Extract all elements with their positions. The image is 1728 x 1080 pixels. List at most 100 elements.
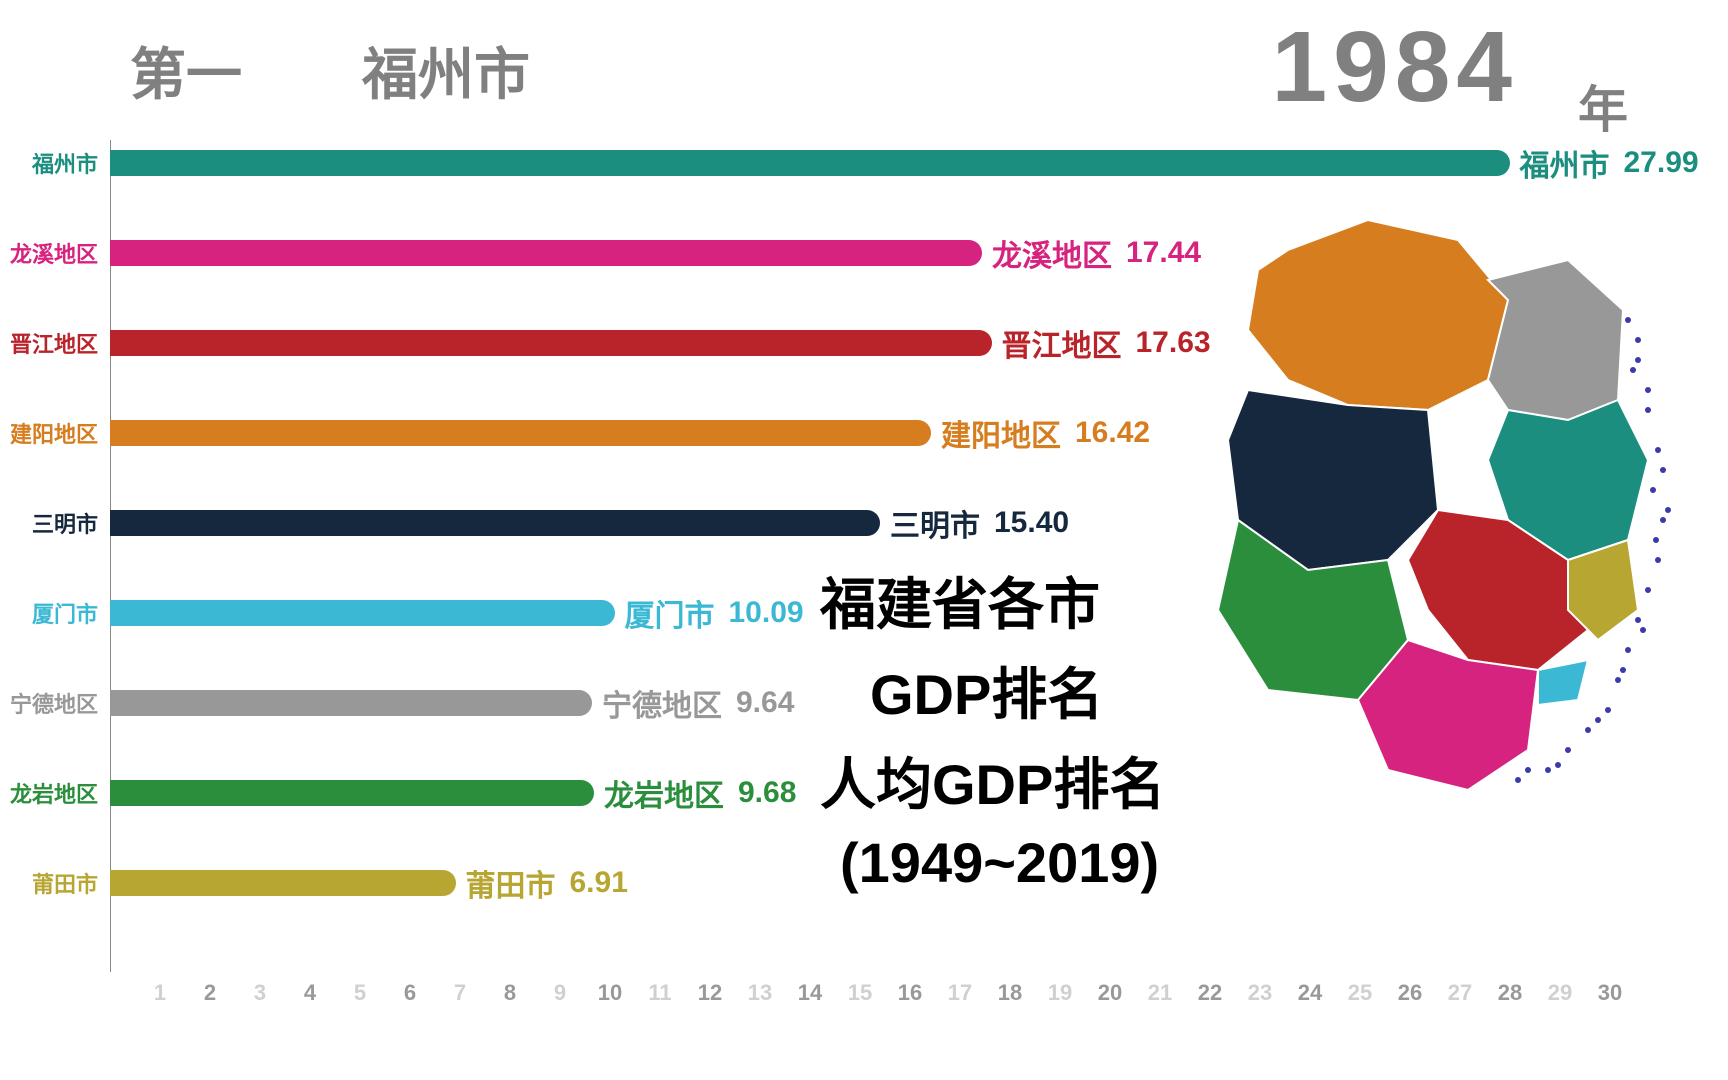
coast-dot bbox=[1660, 517, 1666, 523]
x-tick: 14 bbox=[798, 980, 822, 1006]
bar-end-label: 龙岩地区 bbox=[604, 771, 724, 815]
bar-value: 6.91 bbox=[570, 866, 628, 900]
overlay-line: (1949~2019) bbox=[840, 830, 1159, 895]
coast-dot bbox=[1545, 767, 1551, 773]
bar-value: 10.09 bbox=[729, 596, 804, 630]
bar-end-label: 建阳地区 bbox=[941, 411, 1061, 455]
coast-dot bbox=[1655, 447, 1661, 453]
coast-dot bbox=[1635, 617, 1641, 623]
coast-dot bbox=[1655, 557, 1661, 563]
bar-left-label: 厦门市 bbox=[32, 597, 98, 629]
rank-label: 第一 bbox=[130, 30, 242, 111]
bar-left-label: 建阳地区 bbox=[10, 417, 98, 449]
x-tick: 16 bbox=[898, 980, 922, 1006]
x-tick: 7 bbox=[454, 980, 466, 1006]
bar bbox=[110, 780, 594, 806]
bar-value: 9.64 bbox=[736, 686, 794, 720]
header: 第一 福州市 1984 年 bbox=[0, 30, 1728, 111]
bar-left-label: 龙岩地区 bbox=[10, 777, 98, 809]
bar-end-label: 莆田市 bbox=[466, 861, 556, 905]
bar-row: 晋江地区晋江地区17.63 bbox=[110, 330, 1211, 356]
x-tick: 22 bbox=[1198, 980, 1222, 1006]
coast-dot bbox=[1615, 677, 1621, 683]
top-city-label: 福州市 bbox=[362, 30, 530, 111]
x-tick: 3 bbox=[254, 980, 266, 1006]
map-svg bbox=[1168, 210, 1688, 810]
x-tick: 8 bbox=[504, 980, 516, 1006]
x-tick: 13 bbox=[748, 980, 772, 1006]
overlay-line: 福建省各市 bbox=[820, 560, 1100, 641]
coast-dot bbox=[1645, 387, 1651, 393]
coast-dot bbox=[1595, 717, 1601, 723]
x-tick: 24 bbox=[1298, 980, 1322, 1006]
bar-left-label: 三明市 bbox=[32, 507, 98, 539]
bar-left-label: 福州市 bbox=[32, 147, 98, 179]
x-tick: 17 bbox=[948, 980, 972, 1006]
x-tick: 4 bbox=[304, 980, 316, 1006]
bar bbox=[110, 330, 992, 356]
coast-dot bbox=[1645, 587, 1651, 593]
bar-end-label: 厦门市 bbox=[625, 591, 715, 635]
bar-row: 福州市福州市27.99 bbox=[110, 150, 1699, 176]
x-tick: 27 bbox=[1448, 980, 1472, 1006]
bar bbox=[110, 150, 1510, 176]
x-tick: 29 bbox=[1548, 980, 1572, 1006]
x-axis-ticks: 1234567891011121314151617181920212223242… bbox=[110, 980, 1610, 1010]
overlay-line: GDP排名 bbox=[870, 650, 1103, 731]
bar-row: 三明市三明市15.40 bbox=[110, 510, 1069, 536]
bar-end-label: 龙溪地区 bbox=[992, 231, 1112, 275]
bar-row: 宁德地区宁德地区9.64 bbox=[110, 690, 794, 716]
bar bbox=[110, 510, 880, 536]
bar-end-label: 福州市 bbox=[1520, 141, 1610, 185]
bar-value: 16.42 bbox=[1075, 416, 1150, 450]
map-region bbox=[1488, 260, 1623, 420]
bar-row: 建阳地区建阳地区16.42 bbox=[110, 420, 1150, 446]
coast-dot bbox=[1653, 537, 1659, 543]
coast-dot bbox=[1625, 647, 1631, 653]
x-tick: 2 bbox=[204, 980, 216, 1006]
x-tick: 19 bbox=[1048, 980, 1072, 1006]
bar-left-label: 晋江地区 bbox=[10, 327, 98, 359]
bar-end-label: 宁德地区 bbox=[602, 681, 722, 725]
bar-row: 厦门市厦门市10.09 bbox=[110, 600, 804, 626]
bar-end-label: 三明市 bbox=[890, 501, 980, 545]
bar-value: 27.99 bbox=[1624, 146, 1699, 180]
x-tick: 5 bbox=[354, 980, 366, 1006]
coast-dot bbox=[1605, 707, 1611, 713]
bar-end-label: 晋江地区 bbox=[1002, 321, 1122, 365]
bar-row: 龙溪地区龙溪地区17.44 bbox=[110, 240, 1201, 266]
x-tick: 12 bbox=[698, 980, 722, 1006]
x-tick: 21 bbox=[1148, 980, 1172, 1006]
coast-dot bbox=[1650, 487, 1656, 493]
x-tick: 26 bbox=[1398, 980, 1422, 1006]
bar bbox=[110, 240, 982, 266]
map-region bbox=[1538, 660, 1588, 705]
bar-row: 龙岩地区龙岩地区9.68 bbox=[110, 780, 796, 806]
map-region bbox=[1248, 220, 1508, 410]
overlay-line: 人均GDP排名 bbox=[820, 740, 1165, 821]
coast-dot bbox=[1660, 467, 1666, 473]
x-tick: 15 bbox=[848, 980, 872, 1006]
coast-dot bbox=[1665, 507, 1671, 513]
x-tick: 18 bbox=[998, 980, 1022, 1006]
x-tick: 28 bbox=[1498, 980, 1522, 1006]
x-tick: 11 bbox=[648, 980, 671, 1006]
x-tick: 25 bbox=[1348, 980, 1372, 1006]
coast-dot bbox=[1640, 627, 1646, 633]
coast-dot bbox=[1635, 337, 1641, 343]
coast-dot bbox=[1525, 767, 1531, 773]
coast-dot bbox=[1555, 762, 1561, 768]
x-tick: 30 bbox=[1598, 980, 1622, 1006]
bar-row: 莆田市莆田市6.91 bbox=[110, 870, 628, 896]
coast-dot bbox=[1565, 747, 1571, 753]
x-tick: 10 bbox=[598, 980, 622, 1006]
bar-left-label: 龙溪地区 bbox=[10, 237, 98, 269]
x-tick: 20 bbox=[1098, 980, 1122, 1006]
x-tick: 6 bbox=[404, 980, 416, 1006]
coast-dot bbox=[1585, 727, 1591, 733]
bar bbox=[110, 420, 931, 446]
year-suffix: 年 bbox=[1578, 70, 1628, 142]
bar bbox=[110, 600, 615, 626]
x-tick: 9 bbox=[554, 980, 566, 1006]
coast-dot bbox=[1515, 777, 1521, 783]
